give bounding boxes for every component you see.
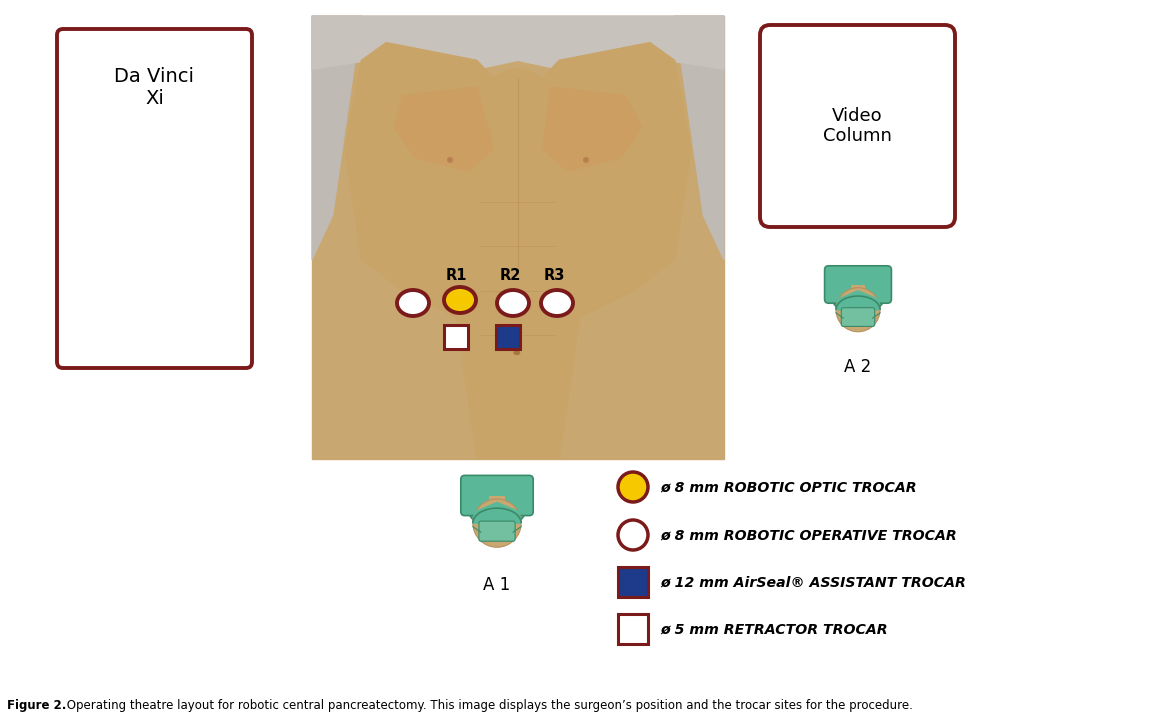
Ellipse shape — [444, 287, 476, 313]
Circle shape — [618, 520, 648, 550]
Polygon shape — [312, 16, 724, 459]
Bar — [850, 285, 865, 299]
Ellipse shape — [831, 270, 885, 316]
Polygon shape — [345, 43, 691, 459]
Circle shape — [863, 309, 868, 314]
Text: Video
Column: Video Column — [823, 107, 892, 146]
Polygon shape — [312, 16, 724, 69]
Polygon shape — [543, 87, 642, 171]
Polygon shape — [675, 16, 724, 260]
Text: A 2: A 2 — [845, 358, 871, 376]
Bar — [496, 325, 519, 349]
Bar — [312, 16, 724, 459]
Polygon shape — [312, 16, 361, 260]
Circle shape — [848, 309, 853, 314]
Text: Da Vinci
Xi: Da Vinci Xi — [115, 66, 194, 107]
FancyBboxPatch shape — [57, 29, 252, 368]
Circle shape — [583, 157, 589, 163]
Text: ø 12 mm AirSeal® ASSISTANT TROCAR: ø 12 mm AirSeal® ASSISTANT TROCAR — [659, 575, 966, 589]
Polygon shape — [473, 503, 521, 523]
Circle shape — [618, 472, 648, 502]
Text: Operating theatre layout for robotic central pancreatectomy. This image displays: Operating theatre layout for robotic cen… — [62, 699, 913, 712]
Text: R2: R2 — [500, 267, 521, 283]
Text: Figure 2.: Figure 2. — [7, 699, 66, 712]
Text: A 1: A 1 — [484, 576, 510, 594]
Ellipse shape — [397, 290, 429, 316]
Text: R3: R3 — [544, 267, 565, 283]
FancyBboxPatch shape — [479, 521, 515, 541]
Polygon shape — [395, 87, 493, 171]
Ellipse shape — [541, 290, 573, 316]
Circle shape — [447, 157, 454, 163]
Circle shape — [837, 288, 880, 332]
Circle shape — [502, 523, 508, 528]
FancyBboxPatch shape — [760, 25, 955, 227]
Text: R1: R1 — [445, 267, 466, 283]
Circle shape — [473, 499, 521, 547]
Circle shape — [486, 523, 492, 528]
FancyBboxPatch shape — [841, 308, 875, 327]
Text: ø 8 mm ROBOTIC OPERATIVE TROCAR: ø 8 mm ROBOTIC OPERATIVE TROCAR — [659, 528, 957, 542]
Bar — [618, 567, 648, 597]
Text: ø 8 mm ROBOTIC OPTIC TROCAR: ø 8 mm ROBOTIC OPTIC TROCAR — [659, 480, 916, 494]
Bar — [618, 614, 648, 644]
Ellipse shape — [467, 479, 526, 530]
Text: ø 5 mm RETRACTOR TROCAR: ø 5 mm RETRACTOR TROCAR — [659, 622, 887, 636]
Polygon shape — [837, 291, 880, 310]
Ellipse shape — [498, 290, 529, 316]
Ellipse shape — [514, 350, 521, 355]
Bar — [489, 495, 506, 512]
FancyBboxPatch shape — [460, 475, 533, 516]
Bar — [444, 325, 467, 349]
FancyBboxPatch shape — [825, 266, 891, 304]
